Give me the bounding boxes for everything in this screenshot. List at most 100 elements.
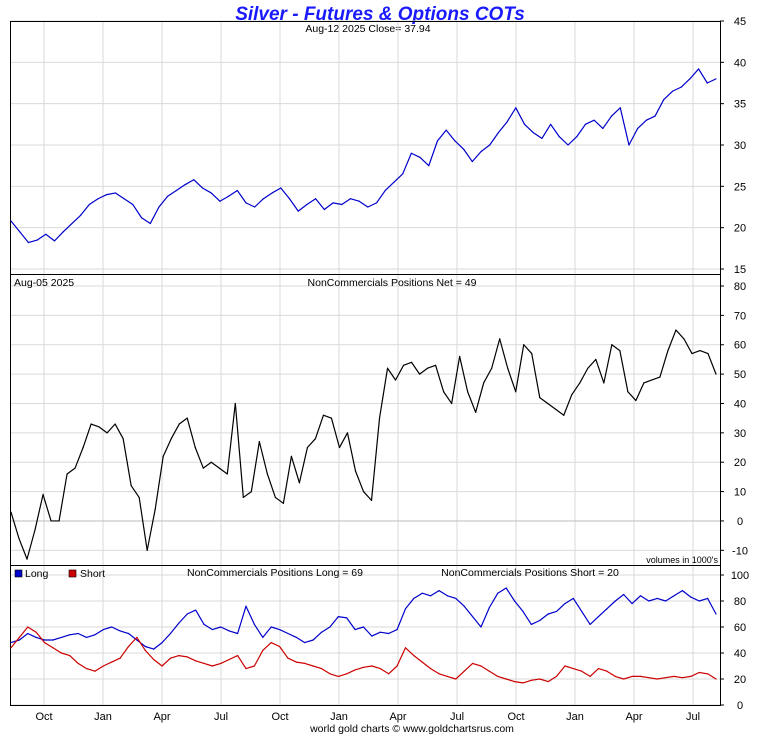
net-segment xyxy=(354,470,365,493)
y-tick-label: 80 xyxy=(734,281,746,293)
net-segment xyxy=(186,417,196,449)
short-segment xyxy=(681,675,692,679)
x-axis-ticks: Oct Jan Apr Jul Oct Jan Apr Jul Oct Jan Apr Jul xyxy=(35,711,700,723)
price-segment xyxy=(332,202,343,206)
price-segment xyxy=(445,129,456,142)
short-segment xyxy=(371,665,381,670)
long-segment xyxy=(497,587,507,594)
long-segment xyxy=(572,597,583,613)
short-segment xyxy=(237,654,247,670)
y-tick-label: 50 xyxy=(734,369,746,381)
short-segment xyxy=(270,641,281,648)
y-tick-label: 20 xyxy=(734,223,746,235)
legend-short-label: Short xyxy=(80,568,105,580)
short-segment xyxy=(94,665,104,672)
short-segment xyxy=(497,675,507,680)
net-segment xyxy=(443,391,453,405)
price-segment xyxy=(428,140,439,167)
net-segment xyxy=(298,446,309,484)
net-segment xyxy=(699,350,709,355)
short-segment xyxy=(77,662,88,670)
long-segment xyxy=(707,597,717,615)
short-segment xyxy=(337,673,348,678)
net-segment xyxy=(475,382,485,413)
price-segment xyxy=(158,195,169,208)
net-segment xyxy=(507,367,517,393)
long-segment xyxy=(362,626,373,637)
price-segment xyxy=(402,152,412,175)
short-segment xyxy=(220,658,230,665)
price-series xyxy=(10,68,717,244)
short-segment xyxy=(413,654,423,663)
price-segment xyxy=(288,198,299,212)
net-segment xyxy=(667,329,677,352)
price-segment xyxy=(97,194,108,200)
net-segment xyxy=(114,423,124,440)
price-segment xyxy=(654,98,665,117)
y-tick-label: 35 xyxy=(734,99,746,111)
price-segment xyxy=(140,217,151,225)
net-segment xyxy=(571,382,581,396)
net-segment xyxy=(66,467,76,475)
long-short-panel-frame xyxy=(10,565,721,706)
net-segment xyxy=(106,423,116,434)
long-segment xyxy=(27,632,37,639)
short-segment xyxy=(253,649,264,667)
short-segment xyxy=(161,657,172,667)
y-tick-label: 45 xyxy=(734,16,746,28)
y-tick-label: 30 xyxy=(734,140,746,152)
net-segment xyxy=(26,529,36,560)
y-tick-label: 40 xyxy=(734,398,746,410)
long-segment xyxy=(203,623,214,631)
chart-title: Silver - Futures & Options COTs xyxy=(235,4,525,25)
price-caption: Aug-12 2025 Close= 37.94 xyxy=(305,23,430,35)
short-segment xyxy=(547,675,558,683)
short-segment xyxy=(245,665,255,670)
price-segment xyxy=(19,231,30,244)
long-segment xyxy=(237,605,247,635)
net-segment xyxy=(362,490,373,501)
net-segment xyxy=(218,467,228,475)
short-segment xyxy=(119,645,130,659)
price-segment xyxy=(532,132,543,139)
price-panel-frame xyxy=(10,21,721,275)
long-segment xyxy=(270,626,281,631)
y-tick-label: 60 xyxy=(734,340,746,352)
long-segment xyxy=(10,639,20,644)
long-segment xyxy=(35,636,46,641)
price-segment xyxy=(262,192,273,200)
short-segment xyxy=(463,662,474,672)
net-series xyxy=(10,329,717,560)
net-segment xyxy=(34,493,44,531)
price-segment xyxy=(236,189,247,204)
price-segment xyxy=(114,192,125,200)
net-segment xyxy=(547,402,557,410)
net-segment xyxy=(523,344,533,355)
price-segment xyxy=(175,184,186,192)
y-tick-label: 0 xyxy=(737,700,743,712)
short-segment xyxy=(211,662,222,667)
short-segment xyxy=(446,675,457,680)
long-segment xyxy=(488,592,499,609)
long-segment xyxy=(413,592,423,600)
long-segment xyxy=(295,636,306,644)
y-tick-label: 40 xyxy=(734,57,746,69)
price-segment xyxy=(167,189,177,197)
short-segment xyxy=(639,675,650,679)
short-segment xyxy=(648,677,658,680)
y-tick-label: 20 xyxy=(734,674,746,686)
short-segment xyxy=(69,654,79,665)
short-segment xyxy=(480,665,490,672)
price-segment xyxy=(375,189,386,204)
short-segment xyxy=(455,670,465,680)
short-segment xyxy=(10,636,20,649)
short-segment xyxy=(127,636,138,648)
long-segment xyxy=(278,628,289,635)
price-segment xyxy=(419,156,430,167)
volumes-note: volumes in 1000's xyxy=(646,555,718,565)
short-caption: NonCommercials Positions Short = 20 xyxy=(441,567,619,579)
price-segment xyxy=(315,198,325,211)
price-segment xyxy=(297,203,308,212)
y-tick-label: 25 xyxy=(734,181,746,193)
price-segment xyxy=(671,86,682,92)
